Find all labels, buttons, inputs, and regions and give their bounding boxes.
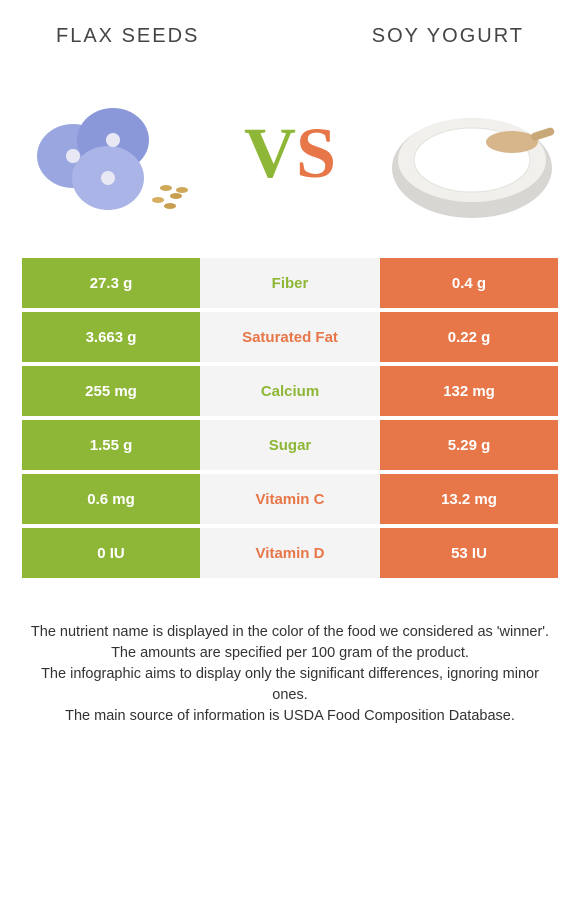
vs-left-letter: V bbox=[244, 117, 296, 189]
left-value: 3.663 g bbox=[22, 312, 200, 362]
soy-yogurt-image bbox=[382, 78, 562, 228]
footnote-line: The amounts are specified per 100 gram o… bbox=[22, 643, 558, 664]
table-row: 27.3 gFiber0.4 g bbox=[22, 258, 558, 308]
table-row: 0.6 mgVitamin C13.2 mg bbox=[22, 474, 558, 524]
nutrient-name: Fiber bbox=[200, 258, 380, 308]
right-food-title: SOY YOGURT bbox=[372, 25, 524, 48]
left-value: 255 mg bbox=[22, 366, 200, 416]
images-row: V S bbox=[0, 48, 580, 258]
table-row: 1.55 gSugar5.29 g bbox=[22, 420, 558, 470]
right-value: 5.29 g bbox=[380, 420, 558, 470]
right-value: 0.22 g bbox=[380, 312, 558, 362]
footnotes: The nutrient name is displayed in the co… bbox=[0, 582, 580, 727]
right-value: 13.2 mg bbox=[380, 474, 558, 524]
left-value: 0 IU bbox=[22, 528, 200, 578]
header: FLAX SEEDS SOY YOGURT bbox=[0, 0, 580, 48]
nutrient-name: Sugar bbox=[200, 420, 380, 470]
right-value: 132 mg bbox=[380, 366, 558, 416]
nutrient-name: Calcium bbox=[200, 366, 380, 416]
vs-right-letter: S bbox=[296, 117, 336, 189]
left-value: 1.55 g bbox=[22, 420, 200, 470]
table-row: 0 IUVitamin D53 IU bbox=[22, 528, 558, 578]
right-value: 0.4 g bbox=[380, 258, 558, 308]
right-value: 53 IU bbox=[380, 528, 558, 578]
table-row: 3.663 gSaturated Fat0.22 g bbox=[22, 312, 558, 362]
left-food-title: FLAX SEEDS bbox=[56, 25, 199, 48]
footnote-line: The nutrient name is displayed in the co… bbox=[22, 622, 558, 643]
table-row: 255 mgCalcium132 mg bbox=[22, 366, 558, 416]
left-value: 0.6 mg bbox=[22, 474, 200, 524]
nutrient-name: Vitamin C bbox=[200, 474, 380, 524]
vs-label: V S bbox=[244, 117, 336, 189]
nutrient-table: 27.3 gFiber0.4 g3.663 gSaturated Fat0.22… bbox=[0, 258, 580, 578]
footnote-line: The infographic aims to display only the… bbox=[22, 664, 558, 706]
nutrient-name: Saturated Fat bbox=[200, 312, 380, 362]
left-value: 27.3 g bbox=[22, 258, 200, 308]
nutrient-name: Vitamin D bbox=[200, 528, 380, 578]
footnote-line: The main source of information is USDA F… bbox=[22, 706, 558, 727]
flax-seeds-image bbox=[18, 78, 198, 228]
